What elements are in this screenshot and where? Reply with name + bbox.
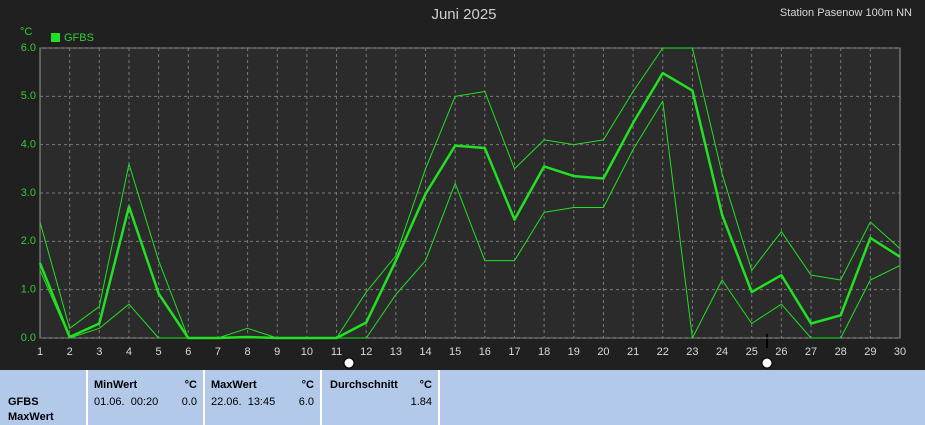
x-tick-label: 19	[568, 346, 580, 358]
stat-cell: MaxWert °C 22.06. 13:45 6.0	[205, 370, 322, 425]
stat-value: 1.84	[410, 396, 432, 408]
x-tick-label: 17	[508, 346, 520, 358]
mean-line	[38, 71, 901, 340]
x-tick-label: 9	[274, 346, 280, 358]
stat-time: 22.06. 13:45	[211, 396, 276, 408]
x-tick-label: 13	[390, 346, 402, 358]
x-tick-label: 5	[156, 346, 162, 358]
y-tick-label: 3.0	[21, 187, 36, 199]
series-sublabel: MaxWert	[8, 411, 54, 423]
stat-value: 6.0	[298, 396, 314, 408]
x-tick-label: 14	[419, 346, 431, 358]
x-tick-label: 21	[627, 346, 639, 358]
x-tick-label: 25	[746, 346, 758, 358]
y-tick-label: 0.0	[21, 332, 36, 344]
x-tick-label: 30	[894, 346, 906, 358]
series-label: GFBS	[8, 396, 39, 408]
x-tick-label: 4	[126, 346, 132, 358]
stat-cell: Durchschnitt °C 1.84	[322, 370, 440, 425]
stat-cell: MinWert °C 01.06. 00:20 0.0	[88, 370, 205, 425]
x-tick-label: 6	[185, 346, 191, 358]
y-tick-label: 5.0	[21, 90, 36, 102]
stat-unit: °C	[419, 379, 432, 391]
x-tick-label: 11	[331, 346, 342, 358]
x-tick-label: 23	[686, 346, 698, 358]
x-tick-label: 15	[449, 346, 461, 358]
x-tick-label: 26	[775, 346, 787, 358]
chart-title: Juni 2025	[431, 6, 496, 23]
moon-icon	[343, 357, 355, 369]
min-line	[39, 100, 901, 339]
x-tick-label: 10	[301, 346, 313, 358]
x-tick-label: 16	[479, 346, 491, 358]
x-tick-label: 22	[657, 346, 669, 358]
x-tick-label: 24	[716, 346, 728, 358]
y-tick-label: 2.0	[21, 235, 36, 247]
x-tick-label: 3	[96, 346, 102, 358]
x-tick-label: 20	[597, 346, 609, 358]
stat-title: Durchschnitt	[330, 379, 398, 391]
x-tick-label: 1	[37, 346, 43, 358]
x-tick-label: 8	[245, 346, 251, 358]
series-cell: GFBS MaxWert	[0, 370, 88, 425]
legend-swatch	[51, 33, 60, 42]
stat-unit: °C	[301, 379, 314, 391]
moon-icon	[761, 357, 773, 369]
stat-unit: °C	[184, 379, 197, 391]
subtitle: Station Pasenow 100m NN	[780, 7, 912, 19]
legend-label: GFBS	[64, 32, 94, 44]
x-tick-label: 12	[360, 346, 372, 358]
x-tick-label: 7	[215, 346, 221, 358]
x-tick-label: 2	[67, 346, 73, 358]
chart: Juni 2025 Station Pasenow 100m NN °C 0.0…	[20, 6, 912, 369]
stat-time: 01.06. 00:20	[94, 396, 159, 408]
x-tick-label: 29	[864, 346, 876, 358]
stat-title: MaxWert	[211, 379, 257, 391]
x-tick-label: 28	[835, 346, 847, 358]
y-tick-label: 1.0	[21, 284, 36, 296]
y-tick-label: 4.0	[21, 139, 36, 151]
summary-panel: GFBS MaxWert MinWert °C 01.06. 00:20 0.0…	[0, 370, 925, 425]
x-tick-label: 18	[538, 346, 550, 358]
stat-value: 0.0	[181, 396, 197, 408]
stat-title: MinWert	[94, 379, 138, 391]
y-tick-label: 6.0	[21, 42, 36, 54]
y-axis-label: °C	[20, 26, 32, 38]
max-line	[39, 47, 901, 339]
x-tick-label: 27	[805, 346, 817, 358]
